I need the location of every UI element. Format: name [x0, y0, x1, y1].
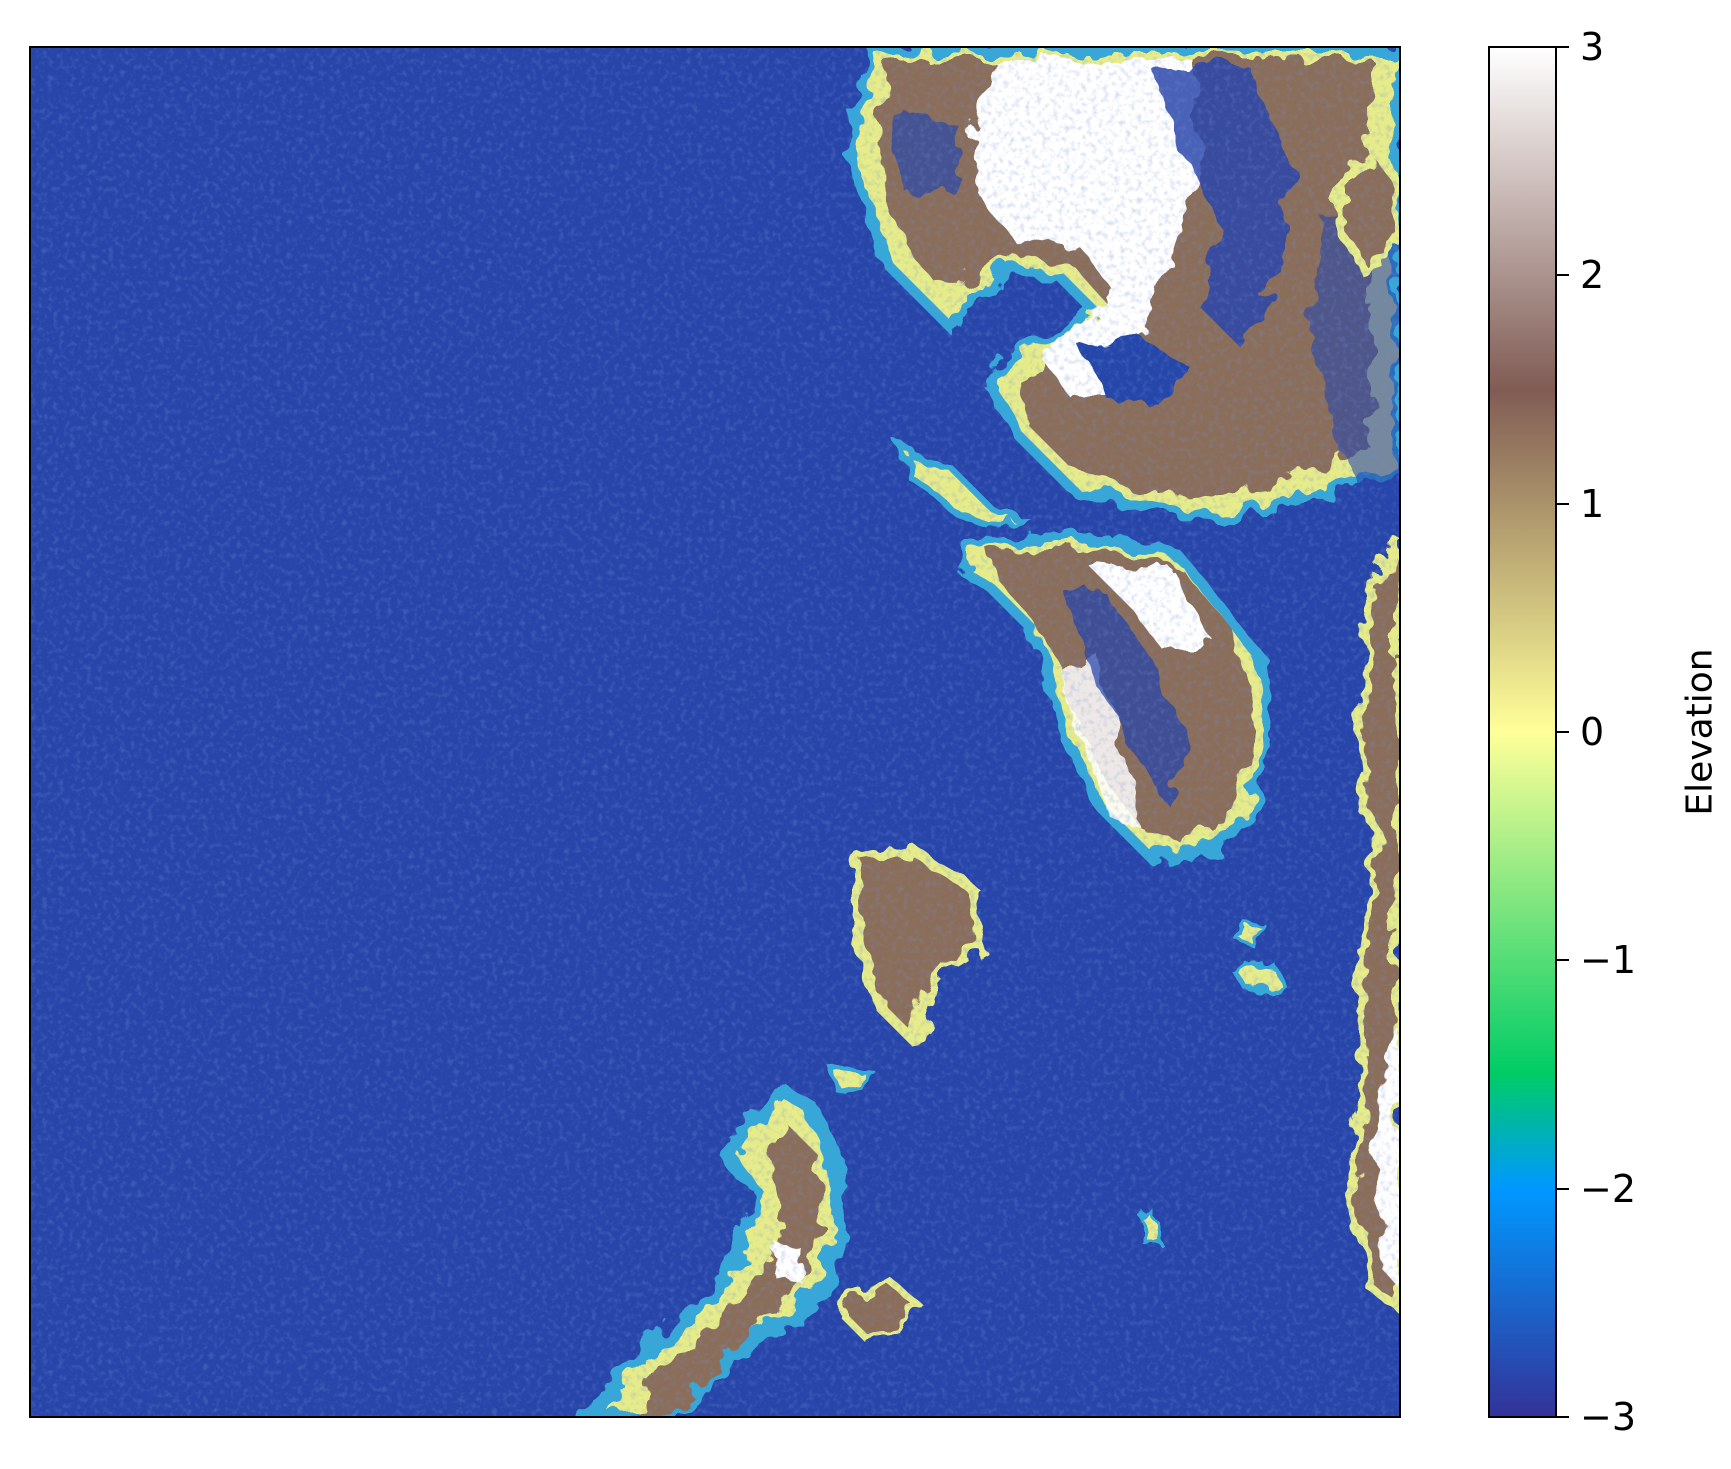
- colorbar-tick-label: −2: [1580, 1166, 1637, 1211]
- colorbar-tick-mark: [1557, 274, 1569, 277]
- sea-speckle-overlay: [31, 48, 1399, 1416]
- colorbar-tick-mark: [1557, 1416, 1569, 1418]
- elevation-map: [29, 46, 1401, 1418]
- colorbar-tick-label: 1: [1580, 481, 1605, 526]
- colorbar: [1488, 46, 1557, 1418]
- colorbar-tick-mark: [1557, 731, 1569, 733]
- colorbar-tick-label: −3: [1580, 1395, 1637, 1439]
- colorbar-label: Elevation: [1679, 648, 1721, 816]
- colorbar-tick-mark: [1557, 1187, 1569, 1190]
- colorbar-tick-mark: [1557, 502, 1569, 505]
- elevation-map-canvas: [31, 48, 1399, 1416]
- colorbar-tick-label: 0: [1580, 710, 1605, 754]
- colorbar-tick-mark: [1557, 46, 1569, 48]
- colorbar-tick-mark: [1557, 959, 1569, 962]
- colorbar-tick-label: 2: [1580, 253, 1605, 298]
- colorbar-tick-label: 3: [1580, 25, 1605, 69]
- colorbar-tick-label: −1: [1580, 938, 1637, 983]
